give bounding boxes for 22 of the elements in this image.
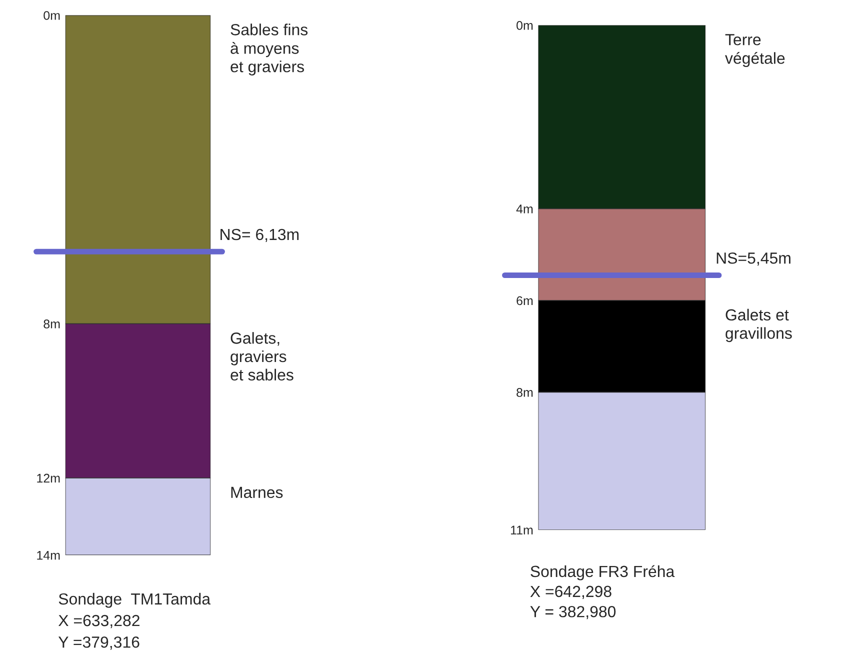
ref-line-label: NS=5,45m <box>716 252 790 266</box>
text: X =633,282 <box>58 614 140 628</box>
text: Y =379,316 <box>58 636 140 650</box>
y-tick-label: 14m <box>37 551 60 560</box>
series-label: Marnes <box>231 486 283 498</box>
series-label: Galets et gravillons <box>726 308 792 342</box>
text: X =642,298 <box>530 586 612 599</box>
series-label: Sables fins à moyens et graviers <box>230 24 308 76</box>
y-tick-label: 4m <box>516 204 533 214</box>
y-tick-label: 12m <box>37 474 60 483</box>
text: Sondage FR3 Fréha <box>530 565 675 580</box>
y-tick-label: 8m <box>44 320 60 328</box>
y-tick-label: 0m <box>516 21 533 30</box>
series-label: Terre végétale <box>725 34 785 68</box>
y-tick-label: 11m <box>510 526 533 534</box>
y-tick-label: 8m <box>516 388 533 397</box>
series-label: Galets, graviers et sables <box>230 332 294 381</box>
text: Y = 382,980 <box>530 606 616 620</box>
ref-line-label: NS= 6,13m <box>220 228 299 242</box>
text: Sondage TM1Tamda <box>58 592 211 608</box>
y-tick-label: 6m <box>516 296 533 306</box>
y-tick-label: 0m <box>44 11 60 20</box>
